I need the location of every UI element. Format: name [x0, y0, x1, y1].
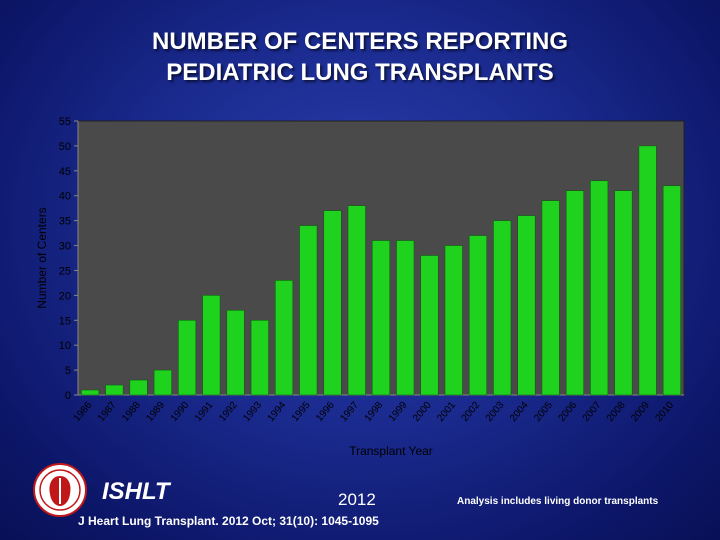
analysis-note: Analysis includes living donor transplan… — [457, 496, 659, 507]
bar — [275, 280, 294, 396]
x-tick-label: 1998 — [363, 400, 386, 424]
bar — [202, 295, 221, 396]
title-line-2: PEDIATRIC LUNG TRANSPLANTS — [166, 59, 554, 86]
x-tick-label: 1991 — [193, 400, 216, 424]
bar — [662, 185, 681, 396]
x-tick-label: 2009 — [629, 400, 652, 424]
y-tick-label: 0 — [65, 390, 71, 402]
chart-title: NUMBER OF CENTERS REPORTING PEDIATRIC LU… — [0, 26, 720, 88]
y-tick-label: 35 — [59, 216, 71, 228]
bar — [153, 369, 172, 396]
x-tick-label: 2001 — [435, 400, 458, 424]
x-tick-label: 2008 — [605, 400, 628, 424]
title-line-1: NUMBER OF CENTERS REPORTING — [151, 28, 568, 55]
bar — [105, 384, 124, 396]
x-tick-label: 1996 — [314, 400, 337, 424]
bar — [614, 190, 633, 396]
x-tick-label: 1990 — [169, 400, 192, 424]
x-tick-label: 1997 — [338, 400, 361, 424]
y-tick-label: 15 — [59, 315, 71, 327]
x-tick-label: 1994 — [266, 400, 289, 424]
x-tick-label: 2005 — [532, 400, 555, 424]
org-label: ISHLT — [102, 478, 170, 505]
bar — [396, 240, 415, 396]
ishlt-seal-icon — [33, 463, 87, 517]
x-tick-label: 1995 — [290, 400, 313, 424]
y-tick-label: 25 — [59, 265, 71, 277]
citation: J Heart Lung Transplant. 2012 Oct; 31(10… — [78, 514, 379, 528]
bar — [226, 310, 245, 396]
bar — [565, 190, 584, 396]
x-tick-label: 2004 — [508, 400, 531, 424]
x-tick-label: 1986 — [72, 400, 95, 424]
x-tick-label: 1987 — [96, 400, 119, 424]
y-tick-label: 40 — [59, 191, 71, 203]
bar — [493, 220, 512, 396]
bar — [372, 240, 390, 396]
x-axis-title: Transplant Year — [349, 444, 433, 458]
bar — [323, 210, 342, 396]
x-tick-label: 1999 — [387, 400, 410, 424]
bar — [541, 200, 560, 396]
x-tick-label: 2006 — [556, 400, 579, 424]
y-tick-label: 10 — [59, 340, 71, 352]
x-tick-label: 1993 — [241, 400, 264, 424]
x-tick-label: 1988 — [120, 400, 143, 424]
bar — [468, 235, 487, 396]
bar — [129, 379, 148, 396]
y-tick-label: 45 — [59, 166, 71, 178]
x-tick-label: 2010 — [653, 400, 676, 424]
bar — [347, 205, 366, 396]
bar — [178, 320, 197, 396]
bar — [299, 225, 318, 396]
bar — [81, 389, 100, 396]
x-tick-label: 2000 — [411, 400, 434, 424]
y-tick-label: 30 — [59, 241, 71, 253]
x-tick-label: 2007 — [581, 400, 604, 424]
bar — [420, 255, 439, 396]
report-year: 2012 — [338, 490, 376, 509]
bar — [517, 215, 536, 396]
y-tick-label: 5 — [65, 365, 71, 377]
x-tick-label: 1989 — [144, 400, 167, 424]
bar — [444, 245, 463, 396]
bar — [590, 180, 609, 396]
x-tick-label: 1992 — [217, 400, 240, 424]
y-tick-label: 20 — [59, 290, 71, 302]
y-tick-label: 55 — [59, 116, 71, 128]
x-tick-label: 2003 — [484, 400, 507, 424]
y-axis-title: Number of Centers — [35, 207, 49, 308]
bar — [250, 320, 269, 396]
x-tick-label: 2002 — [460, 400, 483, 424]
bar — [638, 145, 657, 396]
y-tick-label: 50 — [59, 141, 71, 153]
